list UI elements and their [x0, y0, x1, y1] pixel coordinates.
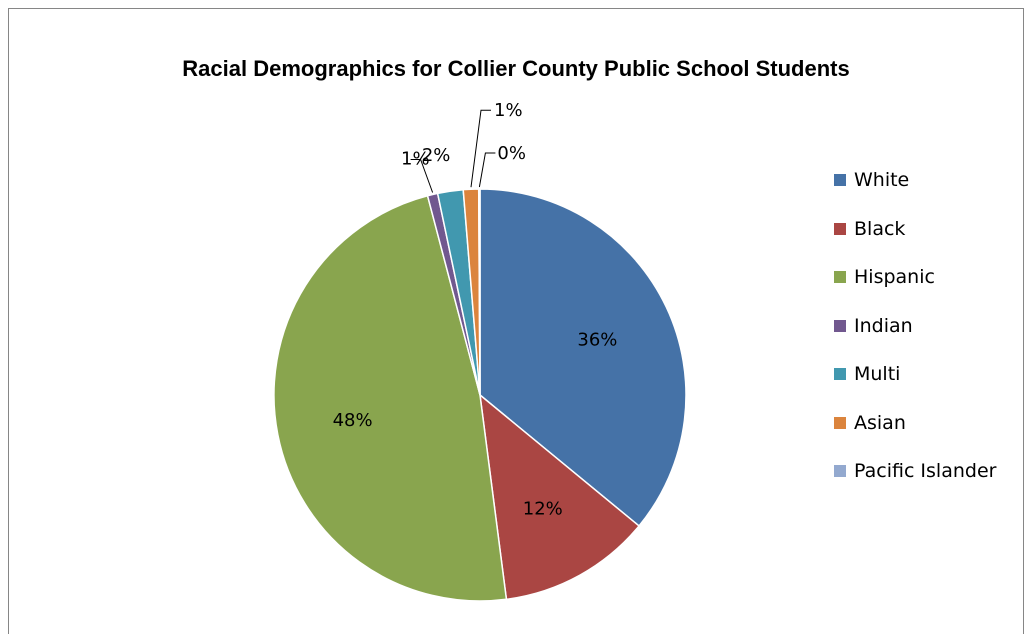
legend-item-white: White [834, 168, 996, 192]
pie-slice-white [479, 188, 687, 528]
pie-slices [273, 188, 687, 602]
legend-swatch [834, 271, 846, 283]
data-label-asian: 1% [494, 100, 523, 121]
data-label-black: 12% [523, 499, 563, 520]
pie-slice-hispanic [273, 194, 508, 602]
data-label-indian: 1% [401, 149, 430, 170]
data-label-white: 36% [577, 330, 617, 351]
legend-item-multi: Multi [834, 362, 996, 386]
leader-line-indian [410, 159, 434, 193]
legend: White Black Hispanic Indian Multi Asian Pacifi… [834, 168, 996, 508]
legend-label: Black [854, 217, 906, 240]
legend-swatch [834, 222, 846, 235]
legend-label: Hispanic [854, 266, 935, 288]
chart-title: Racial Demographics for Collier County P… [182, 56, 850, 81]
legend-swatch [834, 465, 846, 477]
legend-label: White [854, 169, 910, 191]
data-label-hispanic: 48% [333, 410, 373, 431]
pie-slice-pacific-islander [477, 188, 481, 396]
data-labels: 36%12%48%1%2%1%0% [333, 100, 618, 519]
legend-label: Asian [854, 411, 906, 434]
legend-swatch [834, 416, 846, 429]
leader-lines [410, 109, 496, 193]
legend-item-pacific-islander: Pacific Islander [834, 459, 996, 483]
data-label-pacific-islander: 0% [497, 143, 526, 164]
legend-item-hispanic: Hispanic [834, 265, 996, 289]
legend-swatch [834, 174, 846, 186]
legend-swatch [834, 368, 846, 380]
legend-item-asian: Asian [834, 411, 996, 435]
legend-label: Multi [854, 363, 901, 385]
legend-item-indian: Indian [834, 314, 996, 338]
data-label-multi: 2% [422, 145, 451, 166]
legend-label: Pacific Islander [854, 460, 997, 482]
legend-swatch [834, 319, 846, 332]
pie-slice-black [479, 393, 641, 601]
leader-line-pacific-islander [478, 152, 496, 188]
legend-item-black: Black [834, 217, 996, 241]
leader-line-asian [470, 109, 491, 188]
legend-label: Indian [854, 314, 913, 337]
